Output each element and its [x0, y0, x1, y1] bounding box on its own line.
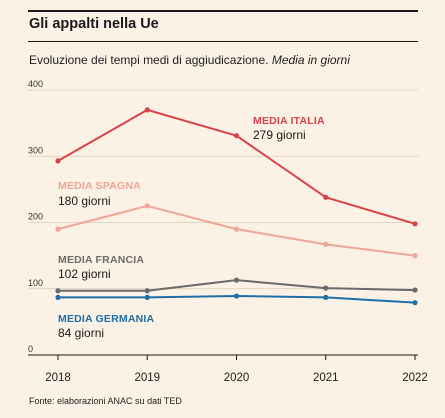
data-point: [323, 194, 329, 200]
data-point: [323, 241, 329, 247]
y-tick-label: 200: [28, 212, 43, 222]
series-label-name: MEDIA GERMANIA: [58, 313, 155, 325]
y-tick-label: 100: [28, 278, 43, 288]
top-rule: [28, 10, 418, 12]
series-label-name: MEDIA SPAGNA: [58, 180, 141, 192]
subtitle-unit: Media in giorni: [271, 53, 350, 67]
x-tick-label: 2019: [134, 372, 160, 384]
y-tick-label: 400: [28, 79, 43, 89]
data-point: [144, 203, 150, 209]
series-label-name: MEDIA FRANCIA: [58, 254, 144, 266]
data-point: [412, 300, 418, 306]
x-tick-label: 2018: [45, 372, 71, 384]
title-rule: [28, 41, 418, 42]
subtitle-text: Evoluzione dei tempi medi di aggiudicazi…: [29, 53, 269, 67]
series-label-name: MEDIA ITALIA: [253, 115, 325, 127]
data-point: [412, 221, 418, 227]
y-tick-label: 300: [28, 145, 43, 155]
series-label-value: 180 giorni: [58, 194, 111, 208]
data-point: [144, 294, 150, 300]
data-point: [323, 285, 329, 291]
data-point: [55, 288, 61, 294]
data-point: [323, 294, 329, 300]
data-point: [233, 133, 240, 139]
data-point: [233, 293, 240, 299]
data-point: [55, 158, 61, 164]
data-point: [55, 294, 61, 300]
series-label-value: 279 giorni: [253, 128, 306, 142]
data-point: [233, 277, 240, 283]
data-point: [144, 107, 150, 113]
x-tick-label: 2022: [402, 372, 428, 384]
data-point: [55, 226, 61, 232]
x-tick-label: 2020: [224, 372, 250, 384]
series-line: [57, 108, 416, 225]
y-tick-label: 0: [28, 344, 33, 354]
data-point: [412, 253, 418, 259]
source-note: Fonte: elaborazioni ANAC su dati TED: [29, 396, 182, 406]
chart-subtitle: Evoluzione dei tempi medi di aggiudicazi…: [29, 53, 350, 67]
data-point: [412, 287, 418, 293]
chart-title: Gli appalti nella Ue: [29, 16, 159, 32]
series-label-value: 84 giorni: [58, 326, 104, 340]
data-point: [233, 226, 240, 232]
series-label-value: 102 giorni: [58, 267, 111, 281]
data-point: [144, 288, 150, 294]
x-tick-label: 2021: [313, 372, 339, 384]
